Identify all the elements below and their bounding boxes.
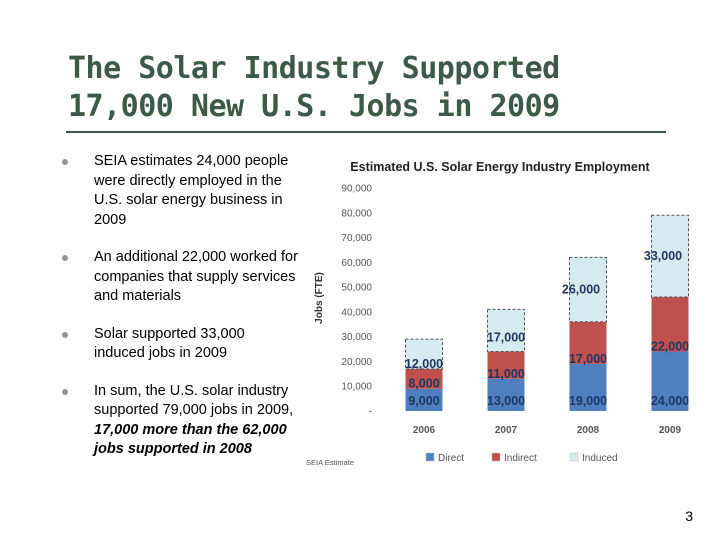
bar-segment-indirect [651, 297, 689, 352]
title-line-1: The Solar Industry Supported [68, 51, 560, 86]
legend-swatch-indirect [491, 452, 501, 462]
bar-segment-indirect [569, 321, 607, 364]
employment-chart: Estimated U.S. Solar Energy Industry Emp… [306, 160, 689, 467]
data-label-direct: 13,000 [487, 394, 525, 408]
data-label-direct: 19,000 [569, 394, 607, 408]
x-tick-label: 2007 [495, 425, 518, 436]
data-label-direct: 9,000 [408, 394, 439, 408]
bullet-text: In sum, the U.S. solar industry supporte… [94, 382, 294, 419]
y-tick-label: 80,000 [341, 208, 372, 219]
bullet-text: SEIA estimates 24,000 people were direct… [94, 153, 289, 228]
y-tick-label: 90,000 [341, 184, 372, 195]
bar-segment-direct [487, 378, 525, 411]
bullet-item: An additional 22,000 worked for companie… [58, 248, 298, 307]
page-number: 3 [685, 508, 693, 524]
data-label-induced: 12,000 [405, 357, 443, 371]
legend-label-direct: Direct [438, 453, 464, 464]
data-label-induced: 33,000 [644, 249, 682, 263]
bar-segment-direct [651, 351, 689, 411]
legend-label-induced: Induced [582, 453, 618, 464]
bar-segment-induced [487, 308, 525, 353]
y-axis-ticks: - 10,000 20,000 30,000 40,000 50,000 60,000 70,… [341, 184, 372, 418]
bar-segment-direct [405, 388, 443, 411]
legend-swatch-direct [425, 452, 435, 462]
y-axis-label: Jobs (FTE) [314, 272, 325, 324]
x-tick-label: 2006 [413, 425, 436, 436]
bar-segment-induced [405, 338, 443, 370]
title-divider [66, 131, 666, 133]
bullet-item: In sum, the U.S. solar industry supporte… [58, 382, 298, 460]
data-label-indirect: 22,000 [651, 340, 689, 354]
y-tick-label: - [369, 407, 372, 418]
data-label-direct: 24,000 [651, 394, 689, 408]
bullet-item: SEIA estimates 24,000 people were direct… [58, 152, 298, 230]
bar-segment-induced [569, 256, 607, 323]
legend-label-indirect: Indirect [504, 453, 537, 464]
y-tick-label: 20,000 [341, 357, 372, 368]
x-axis-ticks: 2006 2007 2008 2009 [413, 425, 682, 436]
y-tick-label: 70,000 [341, 233, 372, 244]
data-label-induced: 26,000 [562, 283, 600, 297]
bullet-text: An additional 22,000 worked for companie… [94, 249, 298, 304]
y-tick-label: 10,000 [341, 382, 372, 393]
data-label-induced: 17,000 [487, 331, 525, 345]
bar-segment-direct [569, 363, 607, 411]
bullet-item: Solar supported 33,000 induced jobs in 2… [58, 325, 298, 364]
bars: 9,000 8,000 12,000 13,000 11,000 17,000 19,000… [405, 214, 689, 411]
legend: Direct Indirect Induced [425, 452, 618, 464]
bullet-list: SEIA estimates 24,000 people were direct… [58, 152, 298, 478]
y-tick-label: 40,000 [341, 307, 372, 318]
bullet-text: Solar supported 33,000 induced jobs in 2… [94, 325, 245, 362]
data-label-indirect: 8,000 [408, 377, 439, 391]
legend-swatch-induced [569, 452, 579, 462]
x-tick-label: 2008 [577, 425, 600, 436]
data-label-indirect: 11,000 [487, 367, 525, 381]
bullet-emphasis: 17,000 more than the 62,000 jobs support… [94, 421, 287, 458]
x-tick-label: 2009 [659, 425, 682, 436]
chart-footnote: SEIA Estimate [306, 458, 354, 467]
data-label-indirect: 17,000 [569, 352, 607, 366]
y-tick-label: 30,000 [341, 332, 372, 343]
chart-title: Estimated U.S. Solar Energy Industry Emp… [350, 160, 650, 174]
bar-segment-indirect [405, 368, 443, 389]
title-line-2: 17,000 New U.S. Jobs in 2009 [68, 89, 560, 124]
bar-segment-indirect [487, 351, 525, 379]
y-tick-label: 60,000 [341, 258, 372, 269]
y-tick-label: 50,000 [341, 283, 372, 294]
slide-title: The Solar Industry Supported 17,000 New … [68, 50, 688, 126]
bar-segment-induced [651, 214, 689, 298]
